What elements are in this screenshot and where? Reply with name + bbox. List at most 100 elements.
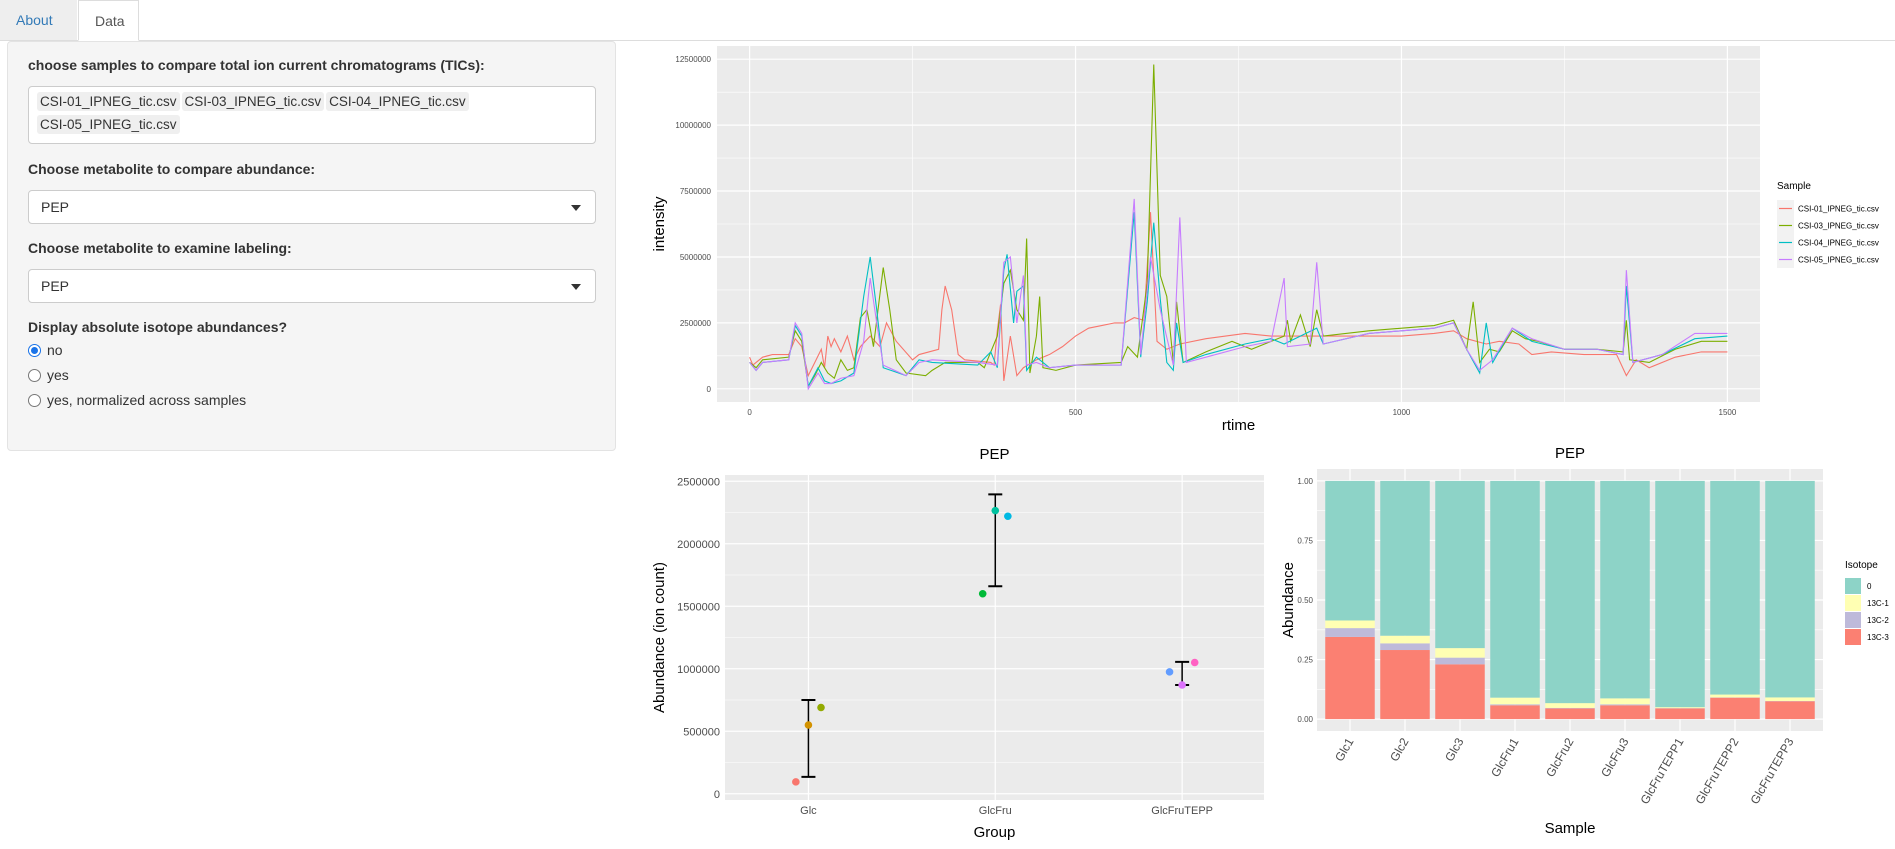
caret-down-icon	[571, 284, 581, 290]
bar-segment	[1600, 705, 1650, 720]
bar-segment	[1600, 704, 1650, 706]
data-point	[978, 589, 987, 598]
data-point	[991, 506, 1000, 515]
x-tick-label: GlcFru2	[1543, 735, 1577, 779]
y-tick-label: 2500000	[677, 476, 720, 488]
bar-segment	[1655, 707, 1705, 709]
radio-yes-normalized[interactable]: yes, normalized across samples	[28, 392, 246, 408]
data-point	[1190, 658, 1199, 667]
y-tick-label: 0.00	[1297, 715, 1313, 724]
bar-segment	[1545, 708, 1595, 720]
y-tick-label: 1.00	[1297, 477, 1313, 486]
radio-yes[interactable]: yes	[28, 367, 69, 383]
radio-button[interactable]	[28, 343, 41, 357]
y-tick-label: 12500000	[675, 55, 711, 64]
sample-chip[interactable]: CSI-01_IPNEG_tic.csv	[37, 92, 180, 111]
bar-segment	[1655, 708, 1705, 720]
series-line	[749, 198, 1728, 391]
radio-button[interactable]	[28, 393, 41, 407]
y-tick-label: 0.50	[1297, 596, 1313, 605]
legend-key	[1845, 612, 1861, 628]
y-tick-label: 10000000	[675, 121, 711, 130]
data-point	[792, 778, 800, 786]
sample-chip[interactable]: CSI-03_IPNEG_tic.csv	[181, 92, 325, 111]
legend-title: Sample	[1777, 181, 1811, 192]
x-tick-label: 1500	[1719, 408, 1737, 417]
sidebar-panel: choose samples to compare total ion curr…	[7, 41, 616, 451]
y-tick-label: 0	[714, 789, 720, 801]
bar-segment	[1710, 480, 1760, 695]
tab-bar: About Data	[0, 0, 1895, 41]
bar-segment	[1655, 480, 1705, 708]
y-axis-title: Abundance	[1280, 562, 1297, 638]
x-tick-label: 0	[747, 408, 752, 417]
data-point	[1178, 681, 1186, 689]
bar-segment	[1490, 705, 1540, 720]
bar-segment	[1380, 635, 1430, 644]
x-tick-label: GlcFruTEPP	[1151, 805, 1213, 817]
legend-key	[1845, 629, 1861, 645]
legend-label: CSI-04_IPNEG_tic.csv	[1798, 239, 1879, 248]
x-axis-title: Group	[974, 824, 1016, 841]
y-tick-label: 1000000	[677, 664, 720, 676]
bar-segment	[1380, 480, 1430, 636]
tic-samples-input[interactable]: CSI-01_IPNEG_tic.csv CSI-03_IPNEG_tic.csv…	[28, 86, 596, 144]
legend-label: 13C-3	[1867, 633, 1889, 642]
x-tick-label: 500	[1069, 408, 1083, 417]
legend-title: Isotope	[1845, 560, 1878, 571]
bar-segment	[1490, 704, 1540, 706]
y-tick-label: 2000000	[677, 539, 720, 551]
abundance-metabolite-select[interactable]: PEP	[28, 190, 596, 224]
sample-chip[interactable]: CSI-04_IPNEG_tic.csv	[326, 92, 469, 111]
bar-segment	[1325, 636, 1375, 720]
chart-title: PEP	[979, 446, 1009, 463]
bar-segment	[1765, 480, 1815, 698]
x-tick-label: Glc2	[1387, 735, 1412, 764]
y-axis-title: Abundance (ion count)	[651, 562, 668, 713]
legend-key	[1845, 578, 1861, 594]
x-tick-label: GlcFru	[979, 805, 1012, 817]
x-axis-title: rtime	[1222, 417, 1255, 434]
legend-key	[1845, 595, 1861, 611]
data-point	[1004, 512, 1012, 521]
bar-segment	[1380, 650, 1430, 720]
x-tick-label: GlcFru3	[1598, 735, 1632, 779]
y-tick-label: 0	[707, 385, 712, 394]
y-tick-label: 500000	[683, 726, 720, 738]
x-tick-label: Glc1	[1332, 735, 1357, 764]
legend-label: CSI-05_IPNEG_tic.csv	[1798, 256, 1879, 265]
bar-segment	[1435, 657, 1485, 665]
sample-chip[interactable]: CSI-05_IPNEG_tic.csv	[37, 115, 180, 134]
legend-label: CSI-03_IPNEG_tic.csv	[1798, 222, 1879, 231]
bar-segment	[1435, 648, 1485, 658]
labeling-metabolite-label: Choose metabolite to examine labeling:	[28, 240, 292, 256]
y-axis-title: intensity	[651, 196, 668, 252]
tab-about[interactable]: About	[0, 0, 77, 40]
radio-label: no	[47, 342, 63, 358]
y-tick-label: 1500000	[677, 601, 720, 613]
radio-button[interactable]	[28, 368, 41, 382]
x-tick-label: GlcFruTEPP2	[1692, 735, 1741, 806]
radio-no[interactable]: no	[28, 342, 63, 358]
bar-segment	[1380, 643, 1430, 651]
y-tick-label: 5000000	[680, 253, 712, 262]
labeling-metabolite-select[interactable]: PEP	[28, 269, 596, 303]
tab-data[interactable]: Data	[78, 0, 139, 41]
bar-segment	[1545, 480, 1595, 704]
bar-segment	[1710, 697, 1760, 720]
x-tick-label: GlcFruTEPP1	[1637, 735, 1686, 806]
radio-label: yes	[47, 367, 69, 383]
bar-segment	[1545, 703, 1595, 708]
radio-label: yes, normalized across samples	[47, 392, 247, 408]
data-point	[817, 703, 825, 712]
bar-segment	[1765, 697, 1815, 701]
y-tick-label: 0.25	[1297, 656, 1313, 665]
caret-down-icon	[571, 205, 581, 211]
x-tick-label: Glc	[800, 805, 817, 817]
x-tick-label: 1000	[1393, 408, 1411, 417]
y-tick-label: 0.75	[1297, 536, 1313, 545]
x-axis-title: Sample	[1545, 820, 1596, 837]
abundance-metabolite-label: Choose metabolite to compare abundance:	[28, 161, 316, 177]
bar-segment	[1490, 697, 1540, 705]
